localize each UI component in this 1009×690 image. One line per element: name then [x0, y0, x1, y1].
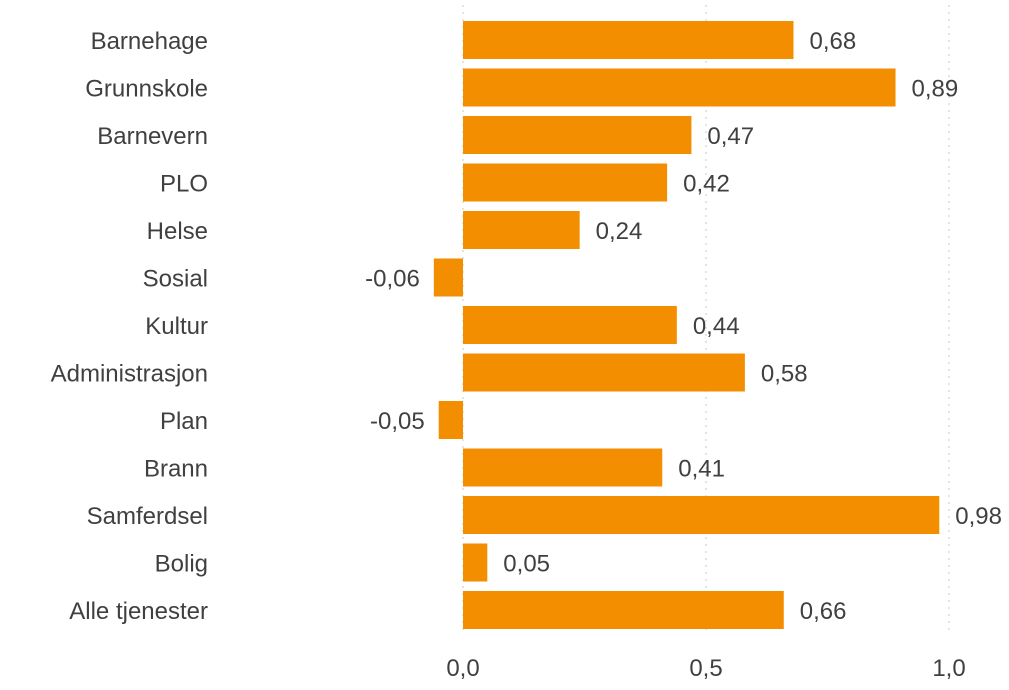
category-label: Barnevern — [97, 123, 208, 150]
bar — [463, 306, 677, 344]
bar-value-label: 0,24 — [596, 218, 643, 245]
bar-value-label: 0,44 — [693, 313, 740, 340]
bar — [463, 543, 488, 582]
category-label: Samferdsel — [87, 503, 208, 530]
bar-value-label: 0,05 — [503, 551, 550, 578]
bar — [463, 68, 896, 107]
bar — [463, 211, 580, 249]
bar — [463, 496, 940, 534]
category-label: Brann — [144, 456, 208, 483]
x-tick-label: 0,5 — [689, 655, 722, 682]
bar-value-label: 0,68 — [809, 28, 856, 55]
category-label: Sosial — [143, 266, 208, 293]
category-label: Barnehage — [91, 28, 208, 55]
bar — [433, 258, 463, 297]
x-axis-tick-labels: 0,0 0,5 1,0 — [446, 655, 965, 682]
x-tick-label: 0,0 — [446, 655, 479, 682]
bar — [463, 448, 663, 487]
category-label: Bolig — [155, 551, 208, 578]
category-label: Alle tjenester — [69, 598, 208, 625]
category-label: Administrasjon — [51, 361, 208, 388]
bar-value-label: 0,89 — [912, 76, 959, 103]
x-tick-label: 1,0 — [932, 655, 965, 682]
bar — [438, 401, 463, 439]
bars — [433, 21, 940, 629]
bar-value-label: 0,47 — [707, 123, 754, 150]
bar — [463, 591, 784, 629]
category-label: Kultur — [145, 313, 208, 340]
category-label: Grunnskole — [85, 76, 208, 103]
bar-value-label: 0,41 — [678, 456, 725, 483]
bar-value-label: 0,66 — [800, 598, 847, 625]
category-label: Helse — [147, 218, 208, 245]
category-label: PLO — [160, 171, 208, 198]
bar-value-label: 0,58 — [761, 361, 808, 388]
bar-value-label: -0,05 — [370, 408, 425, 435]
bar — [463, 21, 794, 59]
bar — [463, 353, 745, 392]
bar-value-label: 0,42 — [683, 171, 730, 198]
bar-value-label: 0,98 — [955, 503, 1002, 530]
bar — [463, 116, 692, 154]
bar-value-label: -0,06 — [365, 266, 420, 293]
category-label: Plan — [160, 408, 208, 435]
category-labels: Barnehage Grunnskole Barnevern PLO Helse Sosi… — [51, 28, 208, 625]
value-labels: 0,68 0,89 0,47 0,42 0,24 -0,06 0,44 0,58 -0,05 0,… — [365, 28, 1002, 625]
bar — [463, 163, 668, 202]
